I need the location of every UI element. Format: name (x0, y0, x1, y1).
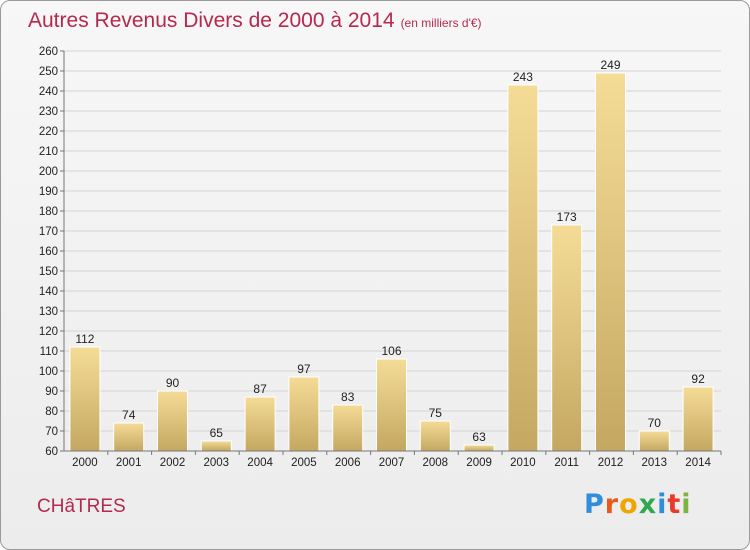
y-axis: 60 70 80 90 100 110 120 130 140 150 160 170 180 190 20… (39, 46, 65, 458)
bar-2010 (507, 84, 539, 452)
y-tick-label: 190 (39, 186, 58, 198)
logo-letter: i (657, 489, 668, 520)
value-label-2002: 90 (166, 376, 180, 390)
bar-2013 (638, 430, 670, 452)
bar-2009 (463, 444, 495, 452)
x-tick-label-2009: 2009 (466, 457, 492, 469)
y-tick-label: 140 (39, 286, 58, 298)
x-tick-label-2004: 2004 (247, 457, 273, 469)
value-label-2003: 65 (210, 426, 224, 440)
x-axis: 2000 2001 2002 2003 2004 2005 2006 2007 2008 2009… (64, 450, 722, 469)
x-tick-label-2011: 2011 (554, 457, 579, 469)
value-label-2007: 106 (381, 344, 401, 358)
value-label-2013: 70 (648, 416, 662, 430)
value-label-2005: 97 (297, 362, 311, 376)
chart-title-text: Autres Revenus Divers de 2000 à 2014 (28, 9, 395, 32)
y-tick-label: 120 (39, 326, 58, 338)
logo-letter: t (667, 489, 682, 520)
bar-2005 (288, 376, 320, 452)
y-tick-label: 160 (39, 246, 58, 258)
x-tick-label-2007: 2007 (379, 457, 405, 469)
x-tick-label-2002: 2002 (160, 457, 186, 469)
bar-2014 (682, 386, 714, 452)
logo-letter: P (584, 489, 605, 520)
logo-letter: r (604, 489, 620, 520)
x-tick-label-2012: 2012 (598, 457, 624, 469)
bar-2000 (69, 346, 101, 452)
y-tick-label: 80 (45, 406, 58, 418)
x-tick-label-2005: 2005 (291, 457, 317, 469)
y-tick-label: 220 (39, 126, 58, 138)
y-tick-label: 250 (39, 66, 58, 78)
y-tick-label: 210 (39, 146, 58, 158)
x-tick-label-2014: 2014 (685, 457, 711, 469)
bar-2012 (595, 72, 626, 452)
chart-subtitle: (en milliers d'€) (400, 16, 482, 30)
value-label-2001: 74 (122, 408, 136, 422)
value-label-2008: 75 (429, 406, 443, 420)
x-tick-label-2003: 2003 (204, 457, 230, 469)
y-tick-label: 230 (39, 106, 58, 118)
logo-letter: x (638, 489, 658, 520)
value-label-2000: 112 (75, 332, 94, 346)
value-label-2009: 63 (472, 430, 486, 444)
commune-name: CHâTRES (37, 496, 126, 517)
x-tick-label-2013: 2013 (642, 457, 668, 469)
x-tick-label-2000: 2000 (72, 457, 98, 469)
y-tick-label: 180 (39, 206, 58, 218)
x-tick-label-2001: 2001 (116, 457, 142, 469)
bar-2007 (376, 358, 407, 452)
y-tick-label: 70 (45, 426, 58, 438)
y-tick-label: 150 (39, 266, 58, 278)
bar-2002 (157, 390, 188, 452)
x-tick-label-2006: 2006 (335, 457, 361, 469)
chart-title: Autres Revenus Divers de 2000 à 2014 (en … (28, 9, 482, 33)
bar-2011 (551, 224, 583, 452)
y-tick-label: 60 (45, 446, 58, 458)
bar-2004 (244, 396, 276, 452)
y-tick-label: 260 (39, 46, 58, 58)
bar-2003 (200, 440, 232, 452)
y-tick-label: 110 (40, 346, 58, 358)
bar-2006 (332, 404, 364, 452)
value-label-2006: 83 (341, 390, 355, 404)
y-tick-label: 200 (39, 166, 58, 178)
value-label-2011: 173 (557, 210, 577, 224)
y-tick-label: 100 (39, 366, 58, 378)
y-tick-label: 170 (39, 226, 58, 238)
logo-letter: o (619, 489, 639, 520)
value-label-2010: 243 (513, 70, 533, 84)
logo-letter: i (681, 489, 692, 520)
value-label-2014: 92 (691, 372, 705, 386)
bars: 112 74 90 65 87 97 83 106 75 63 243 173 249 70 92 (69, 58, 714, 452)
x-tick-label-2010: 2010 (510, 457, 536, 469)
proxiti-logo: Proxiti (584, 489, 692, 520)
y-tick-label: 240 (39, 86, 58, 98)
bar-2008 (419, 420, 451, 452)
value-label-2012: 249 (600, 58, 620, 72)
y-tick-label: 130 (39, 306, 58, 318)
y-tick-label: 90 (45, 386, 58, 398)
bar-2001 (113, 422, 145, 452)
x-tick-label-2008: 2008 (423, 457, 449, 469)
value-label-2004: 87 (253, 382, 267, 396)
